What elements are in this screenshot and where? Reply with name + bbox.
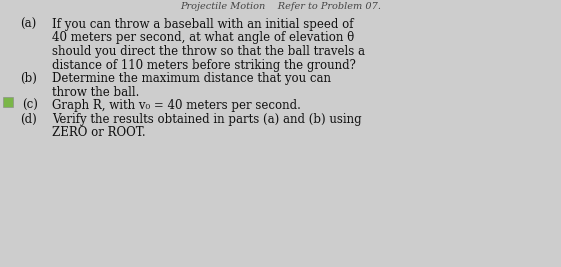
Text: ZERO or ROOT.: ZERO or ROOT. [52,126,146,139]
Text: (c): (c) [22,99,38,112]
Text: Projectile Motion    Refer to Problem 07.: Projectile Motion Refer to Problem 07. [180,2,381,11]
Text: should you direct the throw so that the ball travels a: should you direct the throw so that the … [52,45,365,58]
Text: If you can throw a baseball with an initial speed of: If you can throw a baseball with an init… [52,18,353,31]
FancyBboxPatch shape [3,97,13,107]
Text: throw the ball.: throw the ball. [52,85,139,99]
Text: (a): (a) [20,18,36,31]
Text: Verify the results obtained in parts (a) and (b) using: Verify the results obtained in parts (a)… [52,112,362,125]
Text: 40 meters per second, at what angle of elevation θ: 40 meters per second, at what angle of e… [52,32,354,45]
Text: Determine the maximum distance that you can: Determine the maximum distance that you … [52,72,331,85]
Text: (b): (b) [20,72,37,85]
Text: (d): (d) [20,112,37,125]
Text: distance of 110 meters before striking the ground?: distance of 110 meters before striking t… [52,58,356,72]
Text: Graph R, with v₀ = 40 meters per second.: Graph R, with v₀ = 40 meters per second. [52,99,301,112]
